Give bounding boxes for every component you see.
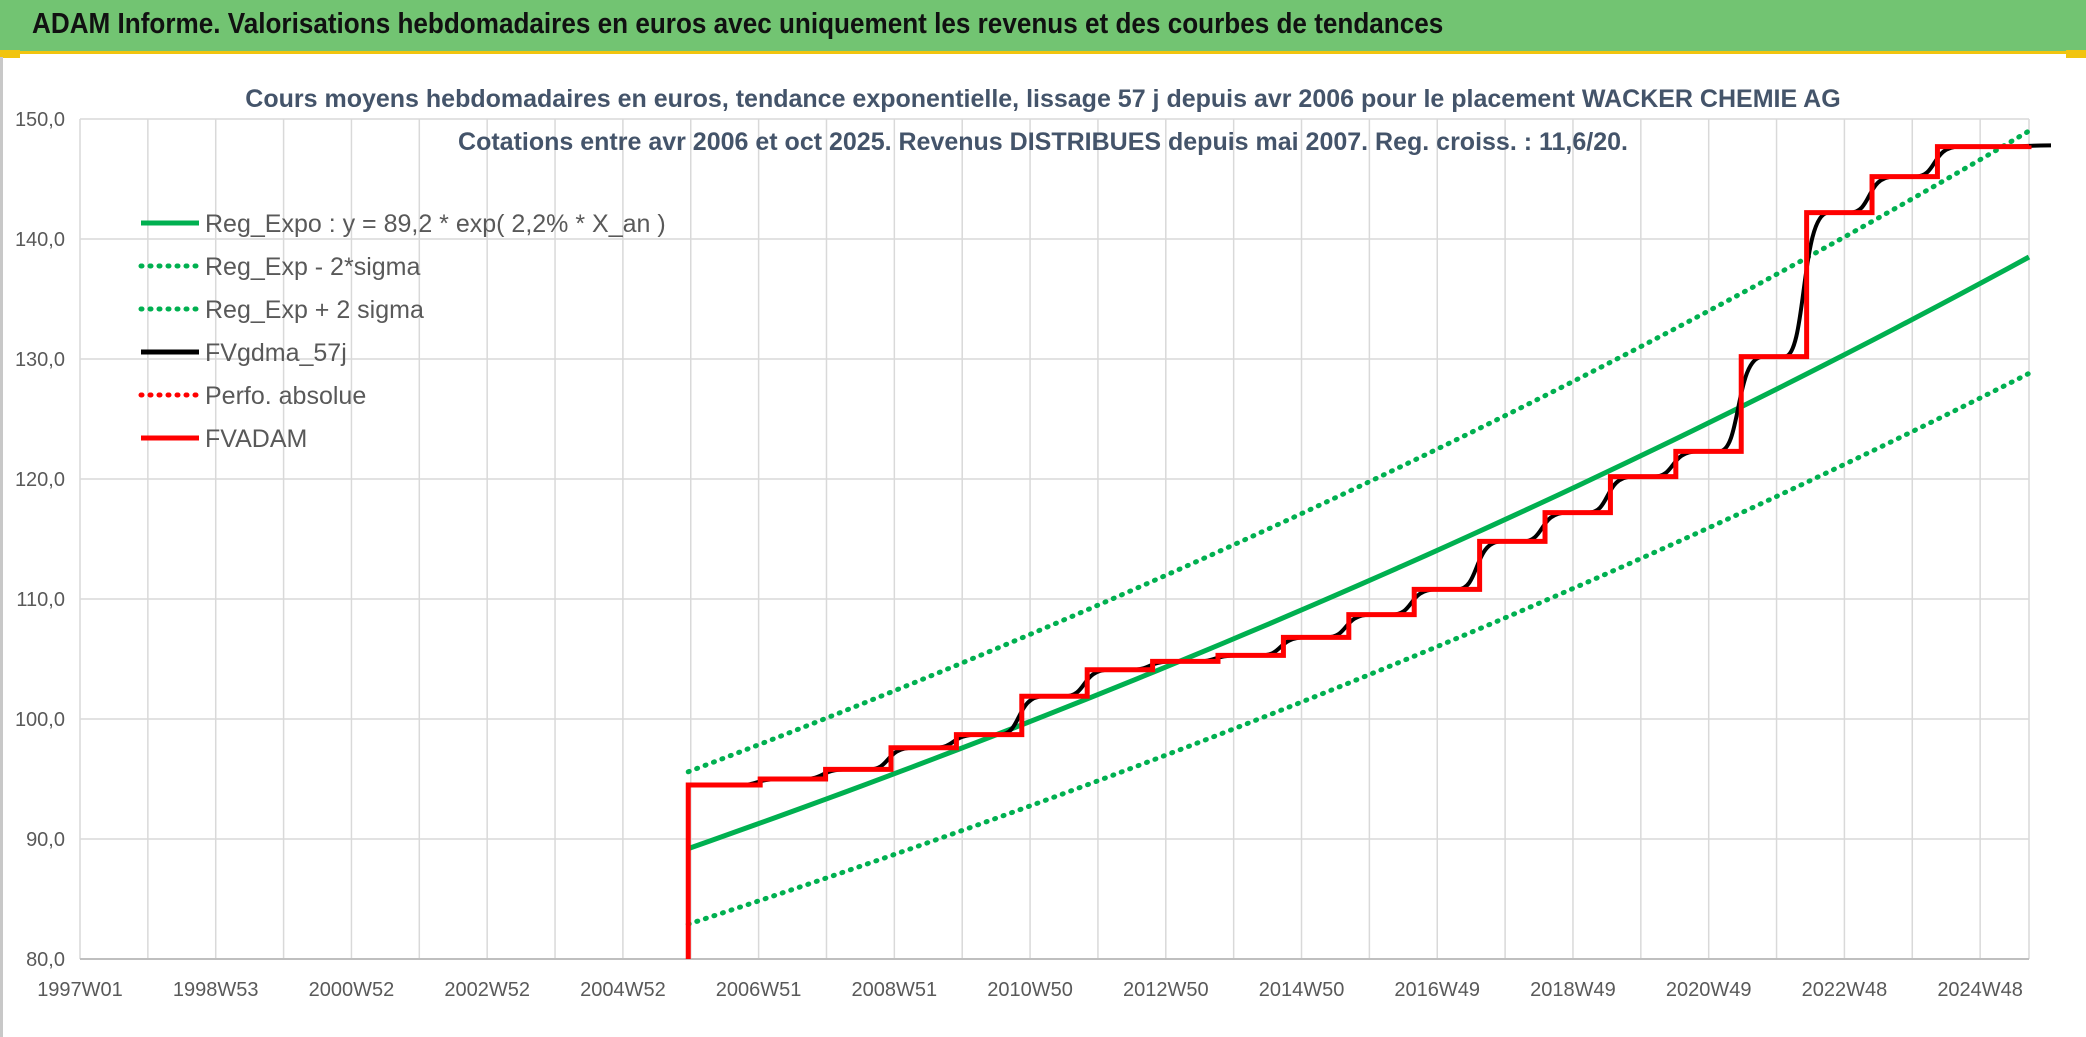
y-tick-label: 90,0 bbox=[26, 829, 65, 851]
chart-area: 80,0 90,0 100,0 110,0 120,0 130,0 140,0 150,0 19… bbox=[0, 57, 2086, 1037]
y-tick-label: 130,0 bbox=[15, 349, 65, 371]
legend-label: Reg_Expo : y = 89,2 * exp( 2,2% * X_an ) bbox=[205, 210, 666, 238]
y-tick-label: 150,0 bbox=[15, 109, 65, 131]
y-tick-label: 110,0 bbox=[16, 589, 65, 611]
x-tick-label: 2024W48 bbox=[1937, 979, 2023, 1001]
y-tick-label: 120,0 bbox=[15, 469, 65, 491]
legend-label: FVADAM bbox=[205, 425, 307, 453]
corner-accent-right bbox=[2066, 50, 2086, 58]
y-tick-label: 140,0 bbox=[15, 229, 65, 251]
x-tick-label: 1998W53 bbox=[173, 979, 259, 1001]
x-tick-label: 2020W49 bbox=[1666, 979, 1752, 1001]
x-tick-label: 2012W50 bbox=[1123, 979, 1209, 1001]
series-lines bbox=[685, 128, 2052, 959]
series-line-1 bbox=[685, 370, 2032, 927]
series-line-5 bbox=[685, 144, 2032, 959]
axis-ticks: 80,0 90,0 100,0 110,0 120,0 130,0 140,0 150,0 19… bbox=[15, 109, 2023, 1001]
x-tick-label: 2000W52 bbox=[309, 979, 395, 1001]
x-tick-label: 2014W50 bbox=[1259, 979, 1345, 1001]
x-tick-label: 2002W52 bbox=[444, 979, 530, 1001]
legend: Reg_Expo : y = 89,2 * exp( 2,2% * X_an )… bbox=[138, 210, 666, 453]
series-line-2 bbox=[685, 128, 2032, 775]
legend-label: Reg_Exp + 2 sigma bbox=[205, 296, 424, 324]
chart-subtitle: Cotations entre avr 2006 et oct 2025. Re… bbox=[458, 128, 1628, 156]
corner-accent-left bbox=[0, 50, 20, 58]
x-tick-label: 2016W49 bbox=[1394, 979, 1480, 1001]
x-tick-label: 1997W01 bbox=[37, 979, 123, 1001]
x-tick-label: 2008W51 bbox=[852, 979, 938, 1001]
legend-label: Perfo. absolue bbox=[205, 382, 366, 410]
x-tick-label: 2006W51 bbox=[716, 979, 802, 1001]
x-tick-label: 2018W49 bbox=[1530, 979, 1616, 1001]
x-tick-label: 2022W48 bbox=[1802, 979, 1888, 1001]
chart-title: Cours moyens hebdomadaires en euros, ten… bbox=[245, 85, 1840, 113]
y-tick-label: 100,0 bbox=[15, 709, 65, 731]
x-tick-label: 2004W52 bbox=[580, 979, 666, 1001]
report-header: ADAM Informe. Valorisations hebdomadaire… bbox=[0, 0, 2086, 54]
report-title: ADAM Informe. Valorisations hebdomadaire… bbox=[32, 8, 1444, 40]
x-tick-label: 2010W50 bbox=[987, 979, 1073, 1001]
legend-label: Reg_Exp - 2*sigma bbox=[205, 253, 420, 281]
series-line-0 bbox=[687, 254, 2031, 851]
y-tick-label: 80,0 bbox=[26, 949, 65, 971]
grid bbox=[79, 118, 2030, 960]
line-chart: 80,0 90,0 100,0 110,0 120,0 130,0 140,0 150,0 19… bbox=[15, 85, 2052, 1001]
legend-label: FVgdma_57j bbox=[205, 339, 347, 367]
